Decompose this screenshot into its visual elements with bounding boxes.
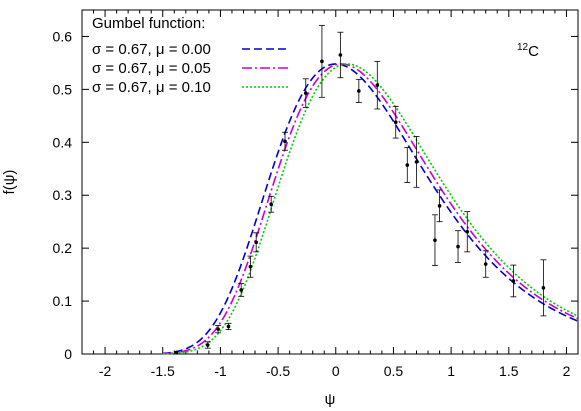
- data-point: [392, 105, 399, 139]
- data-marker: [437, 204, 442, 208]
- data-marker: [174, 350, 179, 355]
- data-marker: [357, 89, 361, 93]
- legend-label: σ = 0.67, μ = 0.00: [92, 41, 211, 58]
- x-tick-label: 0: [332, 363, 340, 379]
- data-marker: [338, 53, 343, 57]
- legend: Gumbel function: σ = 0.67, μ = 0.00σ = 0…: [92, 15, 290, 96]
- curve-series-1: [162, 63, 579, 355]
- data-point: [337, 31, 344, 79]
- data-marker: [226, 324, 231, 329]
- data-marker: [320, 59, 324, 64]
- data-point: [464, 211, 471, 253]
- data-point: [431, 214, 438, 267]
- data-marker: [303, 91, 308, 95]
- x-tick-label: 1.5: [499, 363, 519, 379]
- legend-label: σ = 0.67, μ = 0.05: [92, 60, 211, 77]
- data-point: [404, 147, 411, 183]
- data-point: [268, 195, 275, 213]
- data-point: [253, 232, 260, 253]
- data-point: [204, 341, 211, 349]
- x-tick-label: -1: [214, 363, 227, 379]
- x-axis-label: ψ: [325, 391, 336, 408]
- y-tick-label: 0.5: [53, 81, 73, 97]
- data-marker: [283, 139, 287, 144]
- data-marker: [375, 83, 380, 87]
- data-point: [413, 136, 420, 188]
- data-marker: [511, 279, 516, 283]
- data-point: [355, 78, 362, 104]
- data-marker: [239, 288, 243, 292]
- legend-entries: σ = 0.67, μ = 0.00 σ = 0.67, μ = 0.05 σ = …: [92, 41, 290, 96]
- data-marker: [465, 229, 470, 234]
- data-marker: [205, 343, 210, 347]
- data-point: [238, 283, 245, 297]
- x-tick-label: 1: [447, 363, 455, 379]
- x-tick-label: -0.5: [266, 363, 290, 379]
- data-marker: [433, 238, 437, 243]
- y-tick-label: 0.2: [53, 240, 73, 256]
- data-point: [174, 350, 179, 355]
- x-tick-label: -1.5: [151, 363, 175, 379]
- axis-ticks: -2 -1.5 -1 -0.5 0 0.5 1 1.5 2 0 0.1 0.2 0.3 0.4 0.5 0.6: [53, 10, 578, 379]
- data-marker: [405, 163, 410, 167]
- y-tick-label: 0.6: [53, 28, 73, 44]
- model-curves: [162, 63, 579, 355]
- y-tick-label: 0.1: [53, 293, 73, 309]
- data-marker: [248, 264, 253, 269]
- y-tick-label: 0.4: [53, 134, 73, 150]
- y-tick-label: 0.3: [53, 187, 73, 203]
- data-point: [374, 60, 381, 110]
- data-point: [510, 264, 517, 298]
- data-point: [282, 131, 289, 151]
- data-marker: [254, 240, 258, 245]
- data-point: [247, 255, 254, 278]
- data-point: [215, 325, 222, 334]
- x-tick-label: 2: [563, 363, 571, 379]
- data-marker: [541, 286, 546, 290]
- data-point: [455, 230, 462, 263]
- data-point: [225, 322, 232, 331]
- x-tick-label: 0.5: [384, 363, 404, 379]
- y-axis-label: f(ψ): [1, 170, 18, 195]
- nucleus-annotation: 12C: [517, 42, 539, 60]
- data-point: [540, 259, 547, 317]
- data-marker: [216, 327, 220, 331]
- curve-series-3: [162, 63, 579, 355]
- data-marker: [393, 120, 398, 124]
- data-point: [436, 189, 443, 223]
- data-point: [302, 78, 309, 108]
- legend-title: Gumbel function:: [92, 15, 205, 32]
- data-point: [482, 250, 489, 278]
- data-marker: [456, 244, 460, 249]
- x-tick-label: -2: [99, 363, 112, 379]
- data-marker: [414, 160, 419, 164]
- y-tick-label: 0: [64, 346, 72, 362]
- data-point: [318, 24, 325, 98]
- data-points: [174, 24, 547, 355]
- data-marker: [269, 202, 273, 207]
- mass-number: 12: [517, 42, 529, 53]
- element-symbol: C: [528, 43, 539, 60]
- data-marker: [483, 262, 488, 266]
- plot-frame: [81, 9, 579, 355]
- legend-label: σ = 0.67, μ = 0.10: [92, 79, 211, 96]
- curve-series-2: [162, 63, 579, 355]
